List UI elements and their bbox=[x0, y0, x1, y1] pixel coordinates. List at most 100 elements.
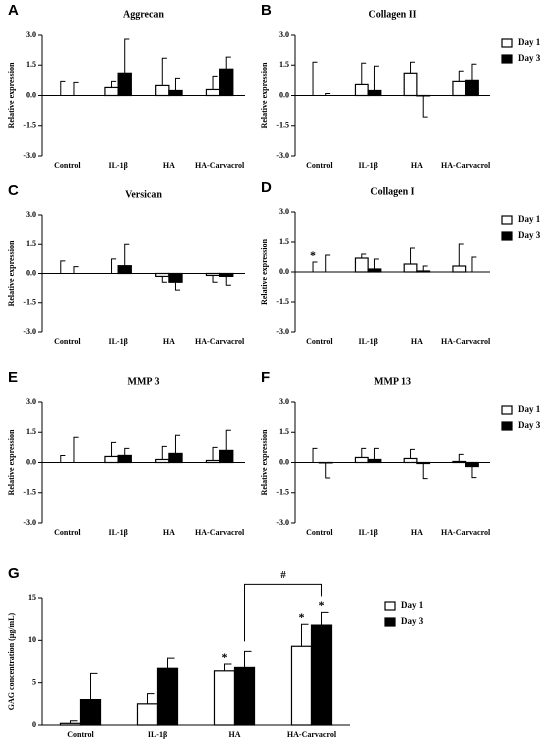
bar bbox=[117, 265, 132, 275]
bar bbox=[354, 83, 369, 97]
error-bar bbox=[69, 720, 78, 724]
error-bar bbox=[410, 61, 415, 74]
y-tick-label: -1.5 bbox=[23, 488, 36, 497]
significance-bracket bbox=[244, 583, 323, 642]
y-axis-label: Relative expression bbox=[260, 429, 269, 495]
legend-label: Day 1 bbox=[518, 37, 541, 47]
chart-title: Aggrecan bbox=[123, 9, 164, 20]
x-tick-label: HA bbox=[411, 528, 423, 537]
error-bar bbox=[321, 611, 329, 626]
x-tick-label: HA-Carvacrol bbox=[195, 161, 245, 170]
error-bar bbox=[212, 75, 218, 90]
error-bar bbox=[225, 276, 231, 286]
error-bar bbox=[60, 454, 66, 463]
y-tick-label: 10 bbox=[28, 635, 36, 644]
bar bbox=[452, 80, 467, 97]
y-tick-label: -1.5 bbox=[276, 121, 289, 130]
significance-mark: * bbox=[221, 650, 227, 664]
x-tick-label: HA bbox=[411, 161, 423, 170]
error-bar bbox=[225, 56, 231, 70]
error-bar bbox=[223, 663, 232, 671]
legend-label: Day 3 bbox=[518, 420, 541, 430]
error-bar bbox=[212, 446, 218, 461]
error-bar bbox=[373, 258, 379, 269]
error-bar bbox=[244, 650, 252, 668]
x-tick-label: HA-Carvacrol bbox=[195, 337, 245, 346]
bar bbox=[104, 86, 119, 97]
legend-label: Day 1 bbox=[518, 214, 541, 224]
panel-letter: G bbox=[8, 565, 20, 582]
error-bar bbox=[325, 254, 331, 272]
bar bbox=[104, 455, 119, 464]
y-tick-label: -1.5 bbox=[23, 121, 36, 130]
error-bar bbox=[361, 62, 367, 85]
error-bar bbox=[225, 429, 231, 451]
x-tick-label: Control bbox=[306, 161, 333, 170]
x-tick-label: HA bbox=[163, 528, 175, 537]
error-bar bbox=[174, 282, 181, 291]
error-bar bbox=[73, 81, 79, 96]
error-bar bbox=[174, 77, 181, 91]
error-bar bbox=[410, 247, 415, 264]
x-tick-label: Control bbox=[54, 337, 81, 346]
bar bbox=[219, 272, 234, 278]
y-tick-label: 0.0 bbox=[26, 90, 36, 99]
legend-swatch bbox=[501, 231, 513, 241]
bar bbox=[367, 268, 382, 273]
y-tick-label: 0.0 bbox=[279, 457, 289, 466]
legend-label: Day 3 bbox=[401, 616, 424, 626]
panel-letter: B bbox=[261, 2, 272, 19]
significance-mark: * bbox=[319, 598, 325, 612]
error-bar bbox=[60, 80, 66, 96]
x-tick-label: Control bbox=[306, 528, 333, 537]
x-tick-label: Control bbox=[306, 337, 333, 346]
bar bbox=[354, 456, 369, 464]
bar bbox=[155, 272, 170, 278]
chart-title: MMP 13 bbox=[374, 376, 411, 387]
bar bbox=[465, 79, 479, 97]
x-tick-label: IL-1β bbox=[108, 528, 127, 537]
y-axis-label: Relative expression bbox=[260, 239, 269, 305]
bar bbox=[452, 265, 467, 273]
error-bar bbox=[300, 623, 309, 647]
bracket-label: # bbox=[280, 569, 286, 581]
y-tick-label: -1.5 bbox=[276, 488, 289, 497]
bar bbox=[403, 457, 418, 464]
error-bar bbox=[325, 462, 331, 479]
x-tick-label: HA-Carvacrol bbox=[287, 730, 337, 739]
x-tick-label: HA-Carvacrol bbox=[441, 337, 491, 346]
panel-letter: C bbox=[8, 182, 19, 199]
y-tick-label: 3.0 bbox=[26, 30, 36, 39]
error-bar bbox=[167, 657, 175, 669]
y-tick-label: -3.0 bbox=[23, 518, 36, 527]
x-tick-label: IL-1β bbox=[358, 337, 377, 346]
error-bar bbox=[161, 445, 167, 460]
x-tick-label: Control bbox=[67, 730, 94, 739]
bar bbox=[205, 459, 221, 464]
error-bar bbox=[124, 38, 130, 74]
y-axis-label: Relative expression bbox=[7, 62, 16, 128]
x-tick-label: HA-Carvacrol bbox=[195, 528, 245, 537]
bar bbox=[155, 84, 170, 97]
x-tick-label: IL-1β bbox=[108, 161, 127, 170]
bar bbox=[219, 449, 234, 464]
chart-title: Collagen I bbox=[370, 186, 414, 197]
error-bar bbox=[458, 70, 464, 82]
panel-letter: F bbox=[261, 369, 270, 386]
bar bbox=[59, 722, 82, 726]
error-bar bbox=[325, 92, 331, 96]
x-tick-label: HA bbox=[163, 161, 175, 170]
x-tick-label: HA bbox=[411, 337, 423, 346]
panel-letter: E bbox=[8, 369, 18, 386]
x-tick-label: IL-1β bbox=[358, 161, 377, 170]
panel-letter: D bbox=[261, 179, 272, 196]
y-tick-label: 1.5 bbox=[279, 237, 289, 246]
bar bbox=[403, 263, 418, 273]
bar bbox=[290, 645, 313, 726]
chart-title: MMP 3 bbox=[128, 376, 160, 387]
error-bar bbox=[312, 447, 318, 463]
error-bar bbox=[146, 693, 155, 704]
bar bbox=[205, 272, 221, 277]
error-bar bbox=[458, 453, 464, 462]
